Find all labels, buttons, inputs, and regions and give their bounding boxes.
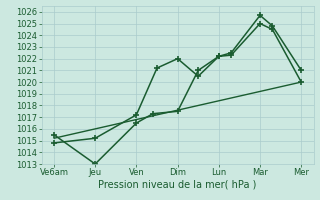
X-axis label: Pression niveau de la mer( hPa ): Pression niveau de la mer( hPa )	[99, 180, 257, 190]
